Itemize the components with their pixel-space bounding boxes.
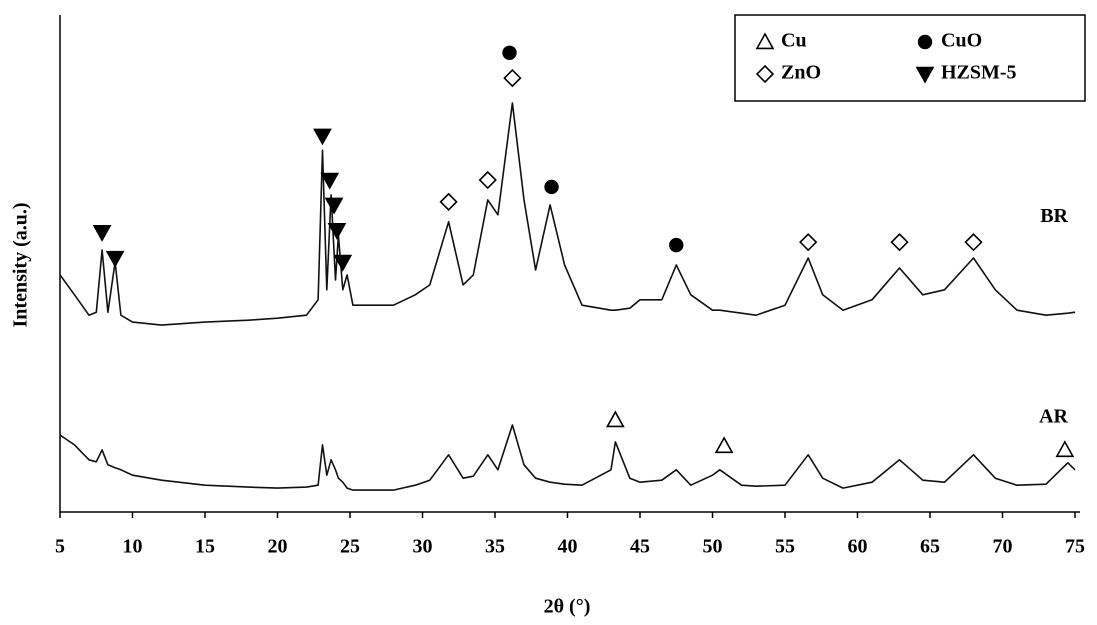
x-tick-label: 70	[993, 536, 1013, 558]
y-axis-label: Intensity (a.u.)	[10, 202, 32, 327]
x-tick-label: 30	[413, 536, 433, 558]
peak-marker	[478, 170, 497, 190]
peak-marker	[92, 224, 112, 242]
x-tick-label: 20	[268, 536, 288, 558]
x-tick-label: 35	[485, 536, 505, 558]
x-tick-label: 40	[558, 536, 578, 558]
peak-marker	[964, 232, 983, 252]
series-line	[59, 102, 1076, 326]
peak-marker	[503, 68, 522, 88]
legend-symbol	[755, 32, 775, 50]
legend-symbol	[755, 64, 775, 84]
peak-marker	[324, 197, 344, 215]
peak-marker	[890, 232, 909, 252]
legend-label: CuO	[941, 30, 982, 52]
peak-marker	[1055, 440, 1075, 458]
x-tick-label: 5	[55, 536, 65, 558]
peak-marker	[799, 232, 818, 252]
x-tick-label: 15	[195, 536, 215, 558]
legend-box	[734, 14, 1086, 102]
legend-symbol	[917, 34, 933, 50]
x-tick-label: 65	[920, 536, 940, 558]
x-tick-label: 75	[1065, 536, 1085, 558]
peak-marker	[333, 254, 353, 272]
peak-marker	[105, 250, 125, 268]
x-tick-label: 55	[775, 536, 795, 558]
peak-marker	[320, 172, 340, 190]
x-axis-label: 2θ (°)	[544, 596, 591, 618]
x-tick-label: 10	[123, 536, 143, 558]
series-label: AR	[1039, 405, 1068, 427]
x-tick-label: 60	[848, 536, 868, 558]
x-tick-label: 50	[703, 536, 723, 558]
peak-marker	[439, 192, 458, 212]
legend-label: HZSM-5	[941, 62, 1017, 84]
peak-marker	[714, 436, 734, 454]
peak-marker	[327, 223, 347, 240]
x-tick-label: 25	[340, 536, 360, 558]
peak-marker	[544, 179, 559, 195]
peak-marker	[605, 410, 625, 428]
peak-marker	[502, 45, 517, 60]
series-label: BR	[1040, 205, 1068, 227]
legend-symbol	[915, 66, 935, 84]
legend-label: ZnO	[781, 62, 821, 84]
legend-label: Cu	[781, 30, 807, 52]
series-line	[59, 424, 1076, 491]
x-tick-label: 45	[630, 536, 650, 558]
peak-marker	[313, 128, 332, 146]
peak-marker	[669, 237, 684, 253]
